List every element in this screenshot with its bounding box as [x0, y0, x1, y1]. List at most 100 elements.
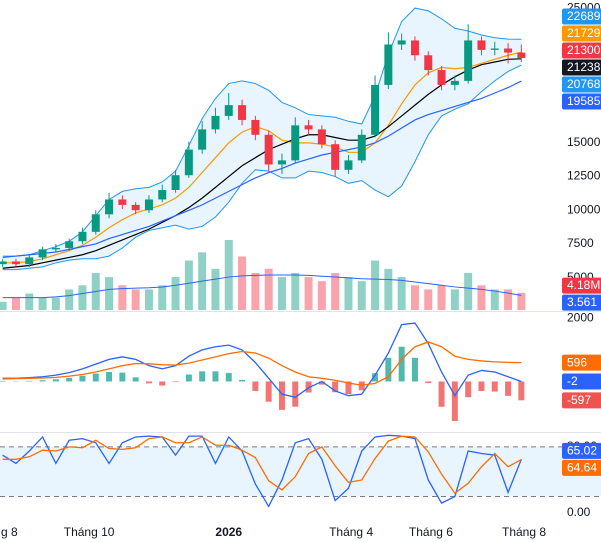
volume-bar [211, 268, 220, 310]
x-tick-label: Tháng 10 [64, 525, 115, 539]
volume-bar [517, 292, 526, 310]
price-badge-label: 22689 [567, 9, 601, 23]
stochastic-line [2, 434, 522, 508]
volume-bar [357, 281, 366, 310]
y-tick-label: 10000 [567, 202, 601, 216]
volume-bar [317, 281, 326, 310]
volume-bar [171, 277, 180, 310]
price-badge-label: 21729 [567, 26, 601, 40]
candle-body [490, 48, 499, 50]
price-badge-label: 4.18M [567, 278, 600, 292]
candle-body [25, 257, 34, 265]
price-badge-label: 596 [567, 355, 587, 369]
volume-bar [65, 289, 74, 310]
candle-body [317, 129, 326, 145]
histogram-bar [425, 381, 432, 384]
volume-bar [11, 297, 20, 310]
volume-bar [0, 301, 7, 310]
candle-body [504, 48, 513, 53]
volume-bar [410, 285, 419, 310]
histogram-bar [385, 357, 392, 382]
histogram-bar [278, 381, 285, 410]
histogram-bar [106, 372, 113, 382]
price-badge [562, 459, 601, 476]
price-badge [562, 373, 601, 390]
volume-bar [490, 289, 499, 310]
histogram-bar [52, 379, 59, 382]
price-badge [562, 294, 601, 311]
histogram-bar [26, 380, 33, 382]
price-badge [562, 8, 601, 25]
y-tick-label: 7500 [567, 236, 594, 250]
volume-bar [105, 277, 114, 310]
volume-bar [424, 289, 433, 310]
y-tick-label: 2000 [567, 310, 594, 324]
histogram-bar [265, 381, 272, 402]
band-fill [0, 446, 601, 497]
histogram-bar [185, 374, 192, 382]
candle-body [424, 55, 433, 71]
histogram-bar [451, 381, 458, 421]
histogram-bar [212, 371, 219, 382]
moving-average-line [2, 51, 522, 264]
volume-bar [384, 268, 393, 310]
price-badge [562, 392, 601, 409]
histogram-bar [39, 380, 46, 382]
price-badge [562, 93, 601, 110]
volume-bar [78, 285, 87, 310]
price-badge [562, 76, 601, 93]
candle-body [78, 231, 87, 242]
candle-body [118, 199, 127, 205]
candle-body [171, 175, 180, 191]
candle-body [91, 214, 100, 232]
candle-body [477, 40, 486, 50]
price-badge-label: -2 [567, 374, 578, 388]
volume-bar [118, 285, 127, 310]
volume-bar [397, 277, 406, 310]
candle-body [158, 190, 167, 200]
candle-body [198, 129, 207, 150]
candle-body [38, 249, 47, 258]
candle-body [264, 134, 273, 165]
histogram-bar [372, 373, 379, 382]
price-badge-label: 21300 [567, 43, 601, 57]
candle-body [384, 44, 393, 85]
candle-body [397, 40, 406, 45]
candle-body [304, 125, 313, 130]
x-tick-label: Tháng 8 [502, 525, 546, 539]
price-badge-label: 19585 [567, 94, 601, 108]
volume-bar [38, 297, 47, 310]
price-badge [562, 354, 601, 371]
candle-body [131, 204, 140, 211]
macd-line [2, 322, 522, 398]
histogram-bar [318, 381, 325, 385]
candle-body [238, 105, 247, 120]
histogram-bar [225, 372, 232, 382]
volume-bar [371, 260, 380, 310]
histogram-bar [199, 371, 206, 382]
volume-bar [51, 297, 60, 310]
price-badge-label: 20768 [567, 77, 601, 91]
volume-bar [331, 272, 340, 310]
y-tick-label: 15000 [567, 135, 601, 149]
band-lower [2, 64, 522, 271]
candle-body [371, 84, 380, 135]
x-tick-label: g 8 [1, 525, 18, 539]
price-badge [562, 442, 601, 459]
candle-body [144, 199, 153, 211]
candle-body [211, 115, 220, 130]
histogram-bar [332, 381, 339, 393]
histogram-bar [159, 381, 166, 386]
histogram-bar [239, 379, 246, 382]
x-tick-label: 2026 [215, 525, 242, 539]
x-tick-label: Tháng 6 [409, 525, 453, 539]
histogram-bar [518, 381, 525, 401]
price-badge-label: 64.64 [567, 461, 597, 475]
histogram-bar [92, 373, 99, 382]
volume-bar [477, 285, 486, 310]
volume-bar [25, 293, 34, 310]
histogram-bar [145, 381, 152, 384]
volume-bar [238, 256, 247, 310]
y-tick-label: 0.00 [567, 505, 591, 519]
histogram-bar [119, 372, 126, 382]
